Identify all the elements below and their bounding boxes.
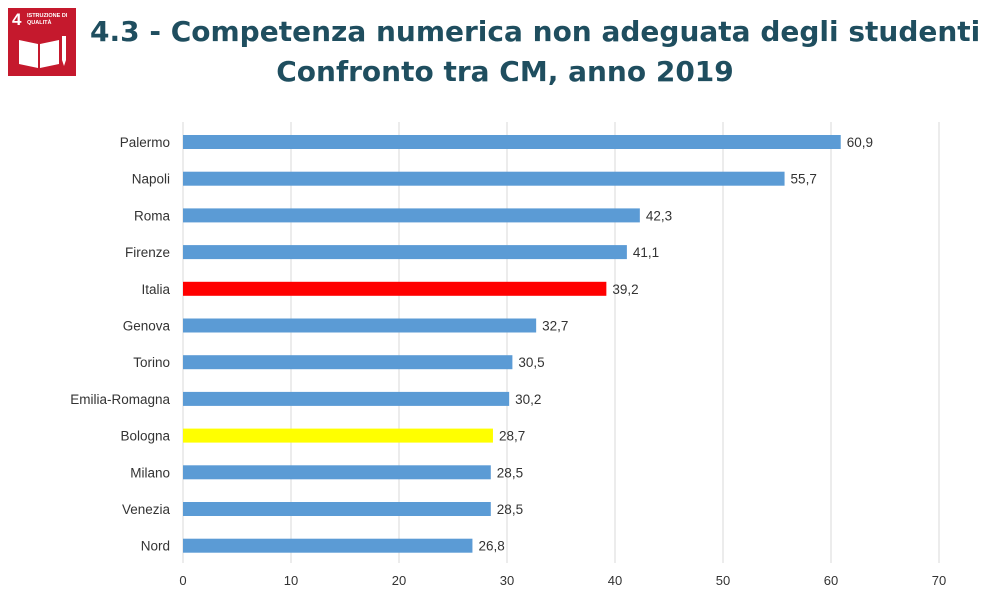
x-tick-label: 0 (179, 573, 186, 588)
x-tick-label: 20 (392, 573, 406, 588)
category-label: Milano (130, 465, 170, 480)
category-label: Nord (141, 539, 170, 554)
data-label: 42,3 (646, 208, 672, 223)
category-label: Napoli (132, 172, 170, 187)
book-pencil-icon (19, 36, 66, 68)
bar (183, 245, 627, 260)
data-label: 55,7 (791, 172, 817, 187)
sdg-goal-4-badge: 4 Istruzione di qualità (8, 8, 76, 76)
data-label: 41,1 (633, 245, 659, 260)
category-label: Italia (141, 282, 170, 297)
category-label: Genova (123, 319, 171, 334)
bar (183, 171, 785, 186)
category-label: Venezia (122, 502, 171, 517)
bar (183, 355, 513, 370)
data-label: 60,9 (847, 135, 873, 150)
x-tick-label: 40 (608, 573, 622, 588)
bar (183, 465, 491, 480)
category-label: Firenze (125, 245, 170, 260)
x-tick-label: 60 (824, 573, 838, 588)
sdg-goal-number: 4 (12, 10, 22, 29)
category-label: Torino (133, 355, 170, 370)
data-label: 39,2 (612, 282, 638, 297)
category-label: Roma (134, 208, 171, 223)
x-tick-label: 30 (500, 573, 514, 588)
chart-title-block: 4.3 - Competenza numerica non adeguata d… (90, 12, 981, 92)
bar (183, 428, 493, 443)
data-label: 30,2 (515, 392, 541, 407)
bar (183, 391, 510, 406)
category-label: Emilia-Romagna (70, 392, 170, 407)
data-label: 30,5 (518, 355, 544, 370)
data-label: 28,7 (499, 429, 525, 444)
bar (183, 208, 640, 223)
data-label: 26,8 (478, 539, 504, 554)
x-tick-label: 50 (716, 573, 730, 588)
bar (183, 281, 607, 296)
data-label: 28,5 (497, 465, 523, 480)
chart-subtitle: Confronto tra CM, anno 2019 (276, 55, 734, 88)
category-label: Palermo (120, 135, 170, 150)
sdg-goal-text: Istruzione di qualità (27, 13, 68, 26)
data-label: 28,5 (497, 502, 523, 517)
bar (183, 538, 473, 553)
x-tick-label: 70 (932, 573, 946, 588)
category-label: Bologna (120, 429, 170, 444)
data-label: 32,7 (542, 319, 568, 334)
bar (183, 135, 841, 149)
bar (183, 502, 491, 516)
chart-title: 4.3 - Competenza numerica non adeguata d… (90, 15, 981, 48)
bar (183, 318, 537, 333)
x-tick-label: 10 (284, 573, 298, 588)
